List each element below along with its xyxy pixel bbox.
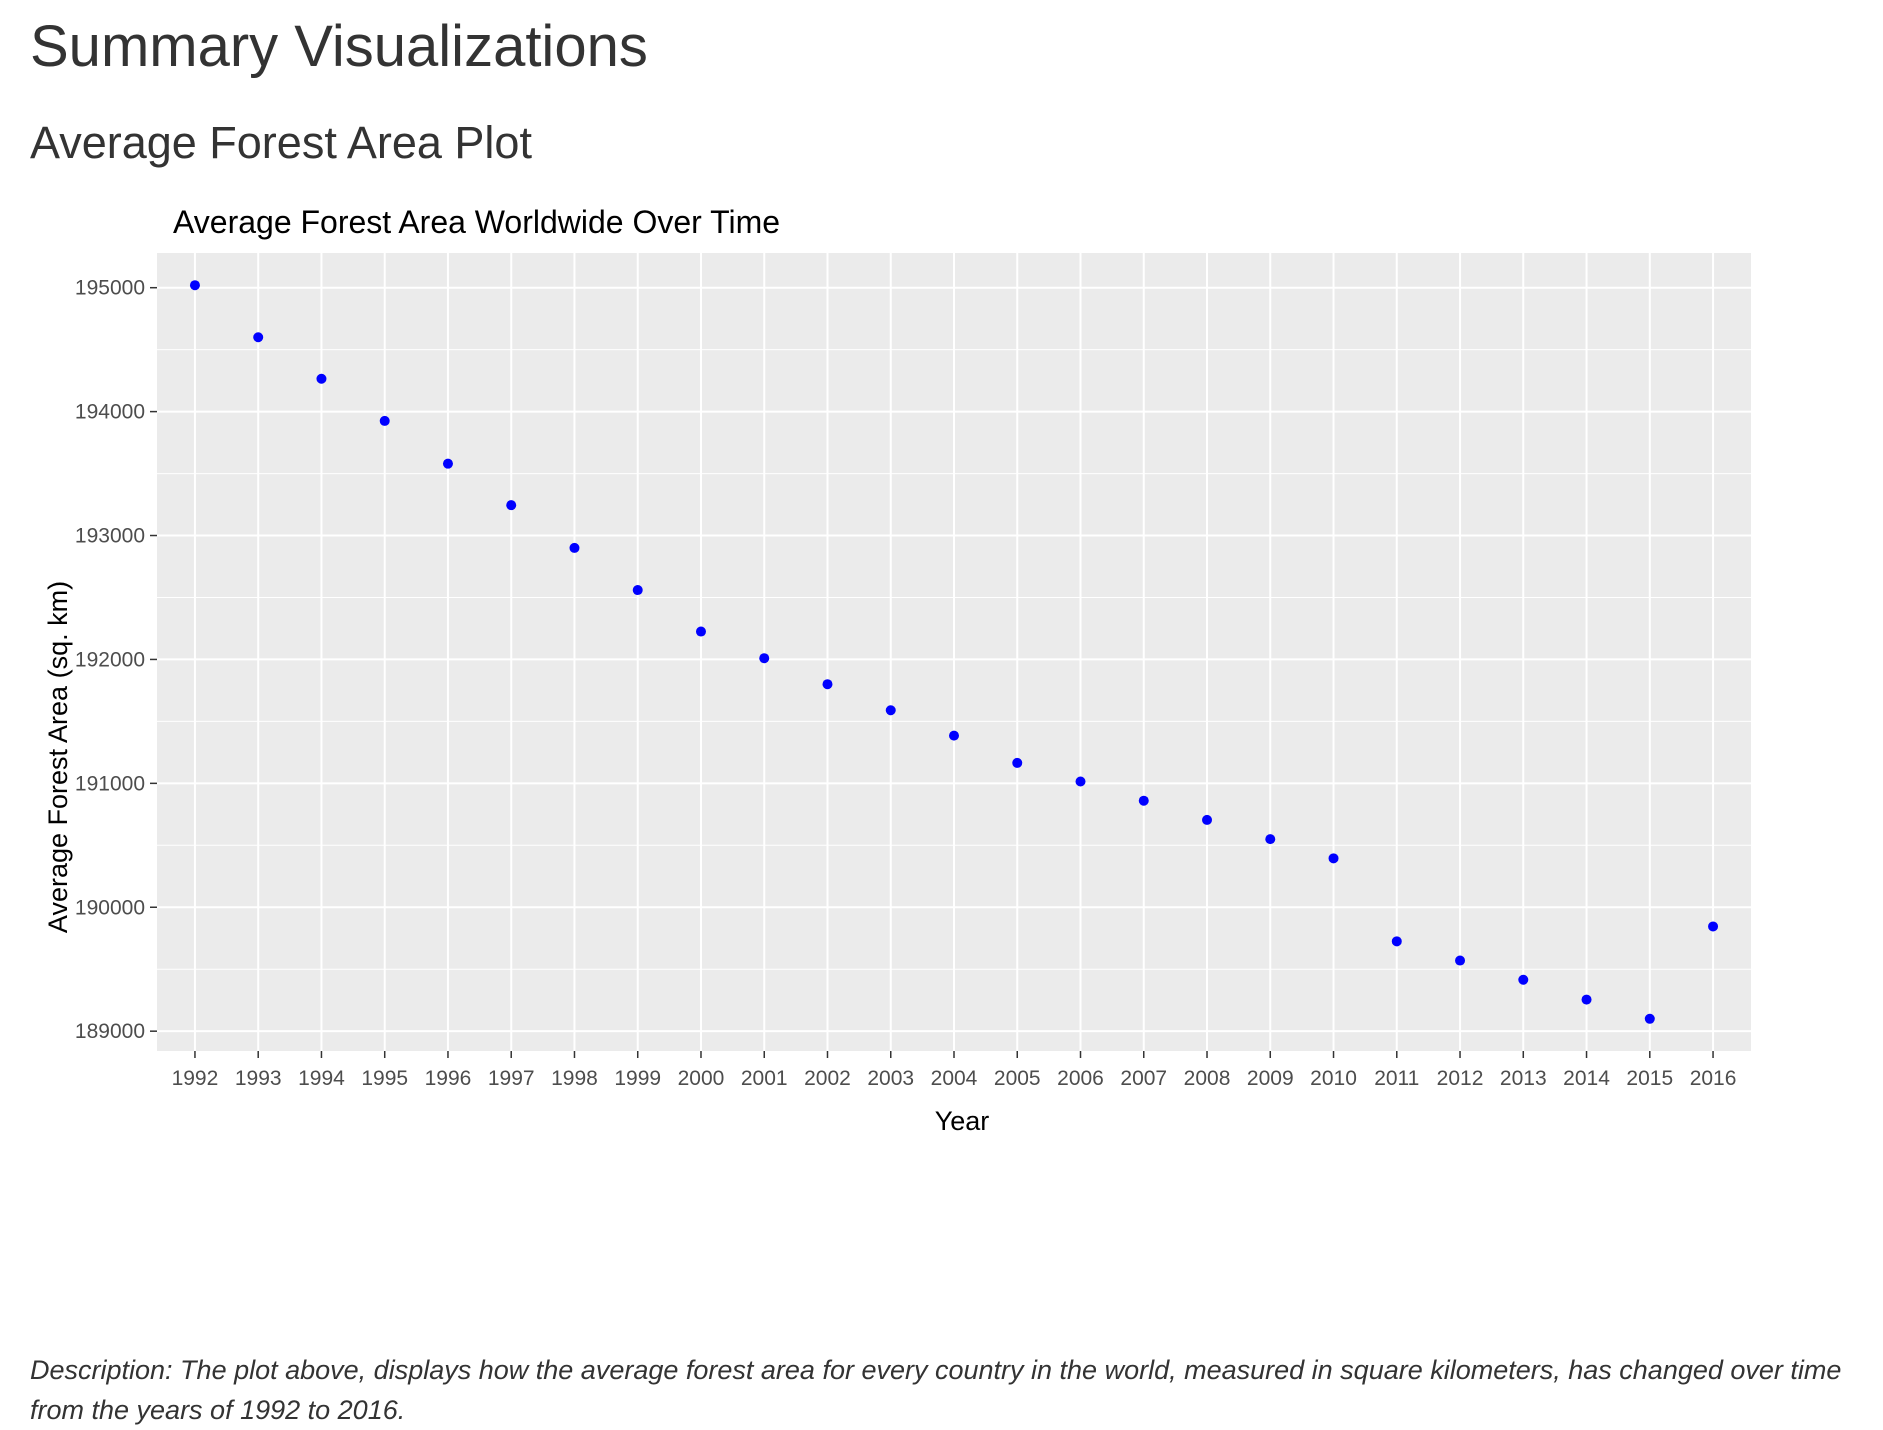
- x-tick-label: 2008: [1184, 1067, 1231, 1090]
- x-tick-label: 2016: [1690, 1067, 1737, 1090]
- x-tick-label: 1997: [488, 1067, 535, 1090]
- x-axis-ticks: 1992 1993 1994 1995 1996 1997 1998 1999 2000 2001…: [172, 1051, 1737, 1090]
- data-point: [1391, 936, 1402, 947]
- page-title: Summary Visualizations: [30, 14, 648, 79]
- data-point: [759, 653, 770, 664]
- y-tick-label: 191000: [75, 772, 145, 795]
- x-tick-label: 2009: [1247, 1067, 1294, 1090]
- data-point: [1708, 921, 1719, 932]
- data-points: [189, 280, 1719, 1024]
- data-point: [1202, 814, 1213, 825]
- data-point: [442, 458, 453, 469]
- chart-title: Average Forest Area Worldwide Over Time: [173, 204, 780, 240]
- data-point: [569, 542, 580, 553]
- y-tick-label: 192000: [75, 648, 145, 671]
- data-point: [822, 679, 833, 690]
- data-point: [1518, 974, 1529, 985]
- y-axis-label: Average Forest Area (sq. km): [43, 581, 73, 933]
- y-tick-label: 193000: [75, 525, 145, 548]
- x-axis-label: Year: [935, 1106, 990, 1136]
- y-tick-label: 190000: [75, 896, 145, 919]
- x-tick-label: 2000: [678, 1067, 725, 1090]
- data-point: [506, 500, 517, 511]
- x-tick-label: 2002: [804, 1067, 851, 1090]
- x-tick-label: 2007: [1120, 1067, 1167, 1090]
- x-tick-label: 2006: [1057, 1067, 1104, 1090]
- data-point: [695, 626, 706, 637]
- x-tick-label: 2010: [1310, 1067, 1357, 1090]
- x-tick-label: 2003: [867, 1067, 914, 1090]
- y-tick-label: 189000: [75, 1020, 145, 1043]
- data-point: [379, 415, 390, 426]
- x-tick-label: 1994: [298, 1067, 345, 1090]
- data-point: [1455, 955, 1466, 966]
- x-tick-label: 1998: [551, 1067, 598, 1090]
- x-tick-label: 2011: [1374, 1067, 1419, 1090]
- x-tick-label: 1996: [425, 1067, 472, 1090]
- x-tick-label: 2001: [741, 1067, 788, 1090]
- data-point: [253, 332, 264, 343]
- section-title: Average Forest Area Plot: [30, 117, 532, 168]
- x-tick-label: 2005: [994, 1067, 1041, 1090]
- data-point: [885, 705, 896, 716]
- scatter-chart: Average Forest Area Worldwide Over Time …: [43, 204, 1751, 1136]
- data-point: [1328, 853, 1339, 864]
- x-tick-label: 2004: [931, 1067, 978, 1090]
- data-point: [1644, 1013, 1655, 1024]
- x-tick-label: 2014: [1563, 1067, 1610, 1090]
- data-point: [1581, 994, 1592, 1005]
- data-point: [949, 730, 959, 741]
- data-point: [1138, 795, 1149, 806]
- x-tick-label: 2012: [1437, 1067, 1484, 1090]
- data-point: [632, 585, 643, 596]
- x-tick-label: 2013: [1500, 1067, 1547, 1090]
- data-point: [316, 373, 327, 384]
- x-tick-label: 1993: [235, 1067, 282, 1090]
- chart-container: Average Forest Area Worldwide Over Time …: [0, 195, 1883, 1345]
- y-tick-label: 194000: [75, 401, 145, 424]
- data-point: [1075, 776, 1086, 787]
- x-tick-label: 1992: [172, 1067, 219, 1090]
- x-tick-label: 2015: [1626, 1067, 1673, 1090]
- data-point: [189, 280, 200, 291]
- y-tick-label: 195000: [75, 277, 145, 300]
- x-tick-label: 1995: [361, 1067, 408, 1090]
- y-axis-ticks: 189000 190000 191000 192000 193000 194000 1950…: [75, 277, 157, 1043]
- data-point: [1265, 834, 1276, 845]
- data-point: [1012, 757, 1023, 768]
- grid-major-lines: [157, 253, 1751, 1051]
- x-tick-label: 1999: [614, 1067, 661, 1090]
- plot-description: Description: The plot above, displays ho…: [30, 1355, 1842, 1425]
